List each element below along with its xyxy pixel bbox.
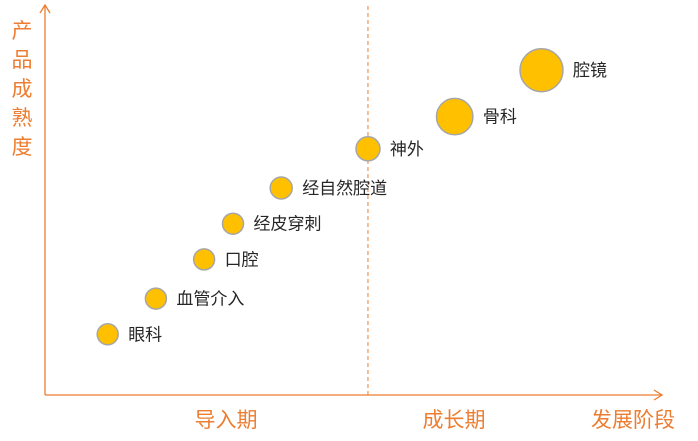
bubble-label-3: 经皮穿刺 [254, 215, 322, 235]
bubble-label-7: 腔镜 [573, 61, 607, 81]
bubble-0 [96, 323, 119, 346]
x-axis-arrow [653, 389, 664, 401]
bubble-label-6: 骨科 [483, 108, 517, 128]
bubble-4 [269, 176, 293, 200]
bubble-3 [221, 212, 245, 235]
y-axis-arrow [39, 3, 51, 14]
bubble-label-4: 经自然腔道 [302, 179, 387, 199]
phase-label-growth: 成长期 [423, 408, 486, 432]
bubble-label-2: 口腔 [225, 250, 259, 270]
bubble-5 [355, 136, 381, 162]
bubble-7 [519, 47, 564, 93]
bubble-label-0: 眼科 [128, 325, 162, 345]
y-axis-label: 产品成熟度 [12, 19, 33, 159]
bubble-1 [144, 287, 168, 310]
bubble-label-1: 血管介入 [176, 290, 244, 310]
phase-label-intro: 导入期 [195, 408, 258, 432]
x-axis-label: 发展阶段 [591, 408, 675, 432]
bubble-6 [435, 97, 474, 136]
bubble-2 [192, 248, 216, 271]
bubble-label-5: 神外 [390, 140, 424, 160]
